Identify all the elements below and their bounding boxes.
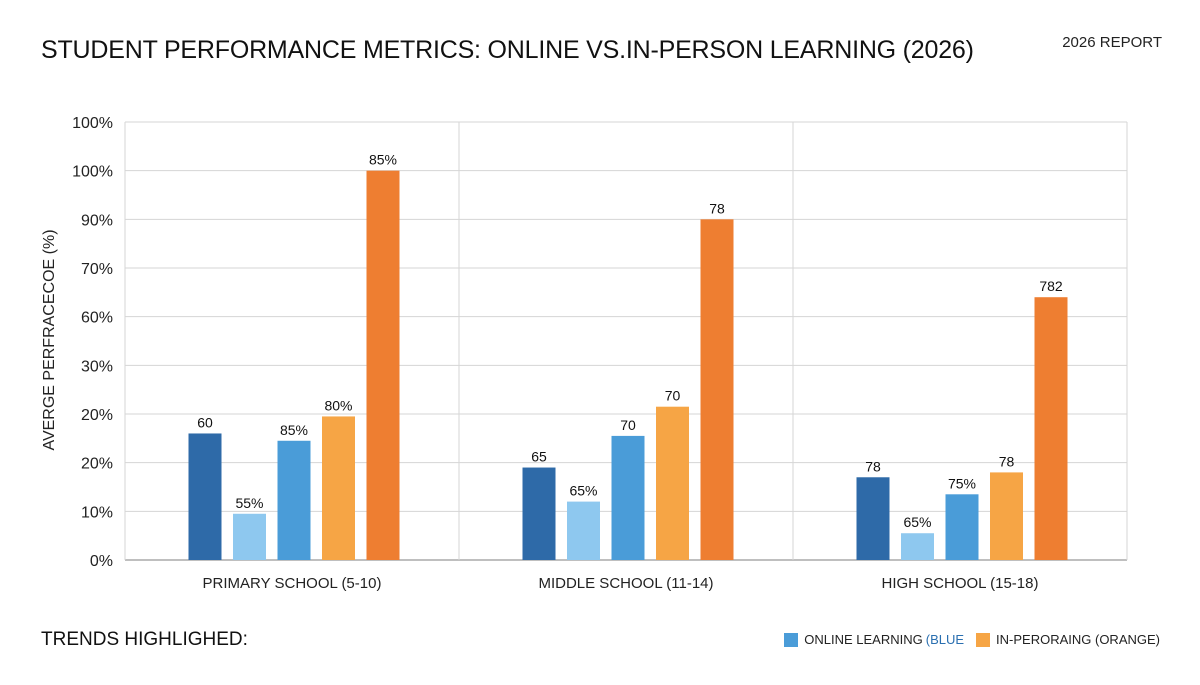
bar	[1034, 297, 1068, 560]
y-tick-label: 100%	[72, 115, 113, 132]
data-label: 60	[197, 414, 213, 430]
data-label: 70	[620, 417, 636, 433]
bar	[567, 501, 600, 560]
legend-label-online: ONLINE LEARNING	[804, 632, 923, 647]
bar	[611, 435, 645, 560]
data-label: 80%	[324, 397, 352, 413]
trends-heading: TRENDS HIGHLIGHED:	[41, 629, 248, 650]
data-label: 85%	[280, 422, 308, 438]
report-tag: 2026 REPORT	[1062, 34, 1162, 51]
bar	[277, 440, 311, 560]
bar	[656, 406, 689, 560]
y-tick-label: 10%	[81, 504, 113, 521]
y-tick-labels: 0% 10% 20% 20% 30% 60% 70% 90% 100% 100%	[72, 115, 113, 570]
bar	[366, 170, 400, 560]
data-label: 55%	[235, 495, 263, 511]
data-label: 78	[865, 458, 881, 474]
bar	[901, 533, 934, 560]
x-tick-labels: PRIMARY SCHOOL (5-10) MIDDLE SCHOOL (11-1…	[203, 575, 1039, 592]
y-tick-label: 90%	[81, 212, 113, 229]
bar	[188, 433, 222, 560]
x-tick-label: PRIMARY SCHOOL (5-10)	[203, 575, 382, 592]
bar	[522, 467, 556, 560]
data-label: 782	[1039, 278, 1063, 294]
bar	[700, 219, 734, 561]
data-label: 65%	[903, 514, 931, 530]
data-label: 78	[709, 200, 725, 216]
legend-item-inperson: IN-PERORAING (ORANGE)	[976, 632, 1160, 647]
data-label: 78	[999, 453, 1015, 469]
y-tick-label: 20%	[81, 456, 113, 473]
x-tick-label: HIGH SCHOOL (15-18)	[882, 575, 1039, 592]
data-label: 65%	[569, 483, 597, 499]
bars	[188, 170, 1068, 561]
legend-item-online: ONLINE LEARNING (BLUE	[784, 632, 964, 647]
bar	[856, 477, 890, 560]
y-tick-label: 0%	[90, 553, 113, 570]
bar	[233, 513, 266, 560]
y-tick-label: 70%	[81, 261, 113, 278]
y-tick-label: 30%	[81, 358, 113, 375]
x-tick-label: MIDDLE SCHOOL (11-14)	[538, 575, 713, 592]
y-tick-label: 100%	[72, 164, 113, 181]
data-label: 85%	[369, 152, 397, 168]
bar	[990, 472, 1023, 560]
legend: ONLINE LEARNING (BLUE IN-PERORAING (ORAN…	[772, 632, 1160, 647]
legend-swatch-online	[784, 632, 799, 647]
bar	[322, 416, 355, 560]
data-label: 75%	[948, 475, 976, 491]
y-tick-label: 20%	[81, 407, 113, 424]
legend-swatch-inperson	[976, 632, 991, 647]
y-tick-label: 60%	[81, 310, 113, 327]
data-label: 70	[665, 388, 681, 404]
legend-label-inperson: IN-PERORAING (ORANGE)	[996, 632, 1160, 647]
data-labels: 60 55% 85% 80% 85% 65 65% 70 70 78 78 65% 75% 78 782	[197, 152, 1063, 531]
legend-label-online-color: (BLUE	[925, 632, 965, 647]
data-label: 65	[531, 449, 547, 465]
chart-title: STUDENT PERFORMANCE METRICS: ONLINE VS.I…	[41, 36, 974, 64]
bar	[945, 494, 979, 560]
